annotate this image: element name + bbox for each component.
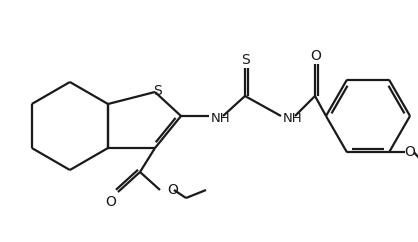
Text: S: S: [153, 84, 161, 98]
Text: O: O: [311, 49, 321, 63]
Text: O: O: [167, 183, 178, 197]
Text: O: O: [405, 145, 415, 159]
Text: O: O: [106, 195, 117, 209]
Text: NH: NH: [211, 112, 231, 124]
Text: NH: NH: [283, 112, 303, 124]
Text: S: S: [242, 53, 250, 67]
